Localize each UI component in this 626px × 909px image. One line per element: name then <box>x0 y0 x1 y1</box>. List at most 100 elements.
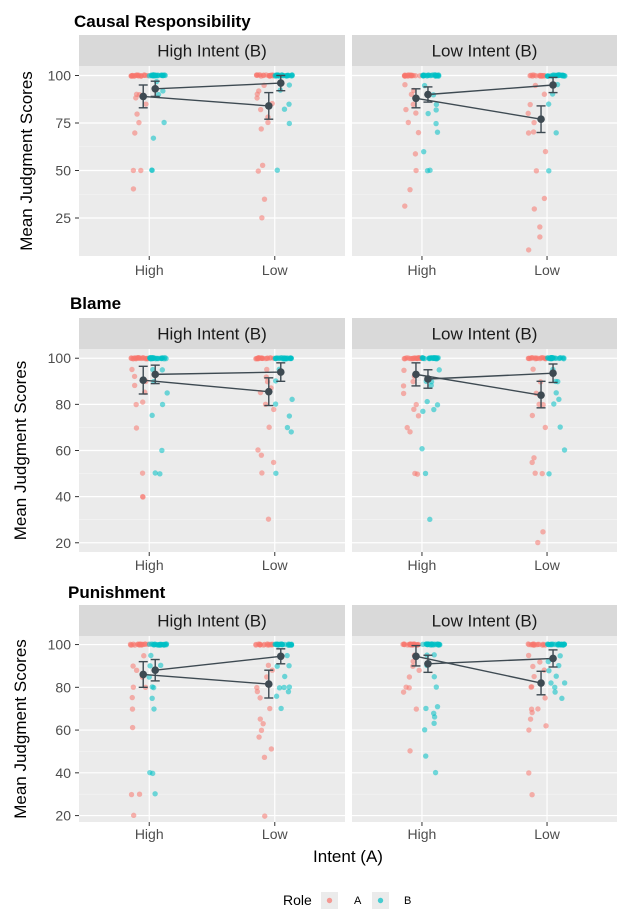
chart-title: Blame <box>70 294 121 313</box>
data-point-a <box>532 82 539 89</box>
data-point-a <box>136 791 143 797</box>
data-point-b <box>282 72 289 79</box>
data-point-b <box>552 641 559 647</box>
data-point-a <box>525 130 532 136</box>
data-point-b <box>159 447 165 454</box>
facet-panel-0: High Intent (B) High Low <box>79 318 345 573</box>
data-point-a <box>413 167 419 174</box>
facet-label: High Intent (B) <box>157 42 267 61</box>
data-point-b <box>420 73 426 79</box>
data-point-a <box>415 355 421 361</box>
data-point-b <box>161 72 168 78</box>
y-axis-title: Mean Judgment Scores <box>11 361 30 541</box>
data-point-b <box>278 705 284 712</box>
data-point-b <box>282 673 288 680</box>
data-point-b <box>286 641 293 648</box>
data-point-b <box>150 135 157 141</box>
data-point-a <box>402 356 408 362</box>
data-point-a <box>537 224 543 230</box>
data-point-b <box>423 753 429 759</box>
data-point-a <box>129 642 135 648</box>
data-point-a <box>132 130 138 136</box>
data-point-b <box>546 668 552 674</box>
data-point-a <box>410 355 416 362</box>
facet-panel-1: Low Intent (B) High Low <box>352 35 617 278</box>
data-point-a <box>527 716 534 722</box>
data-point-b <box>431 406 437 413</box>
data-point-a <box>531 455 537 461</box>
data-point-b <box>428 641 435 647</box>
data-point-b <box>431 714 438 720</box>
x-tick-label: Low <box>262 262 289 278</box>
data-point-a <box>264 378 271 385</box>
data-point-b <box>428 355 435 361</box>
x-tick-label: High <box>408 557 437 573</box>
data-point-a <box>140 399 146 405</box>
data-point-a <box>270 459 277 466</box>
data-point-b <box>433 101 440 108</box>
mean-line-a <box>415 655 542 684</box>
data-point-b <box>556 396 562 403</box>
data-point-a <box>410 378 416 385</box>
data-point-b <box>289 396 295 403</box>
chart-row-1: Blame Mean Judgment Scores 20 40 60 80 100 High… <box>11 294 617 573</box>
data-point-b <box>284 424 291 431</box>
facet-strip <box>79 318 345 349</box>
data-point-b <box>152 72 159 79</box>
data-point-a <box>526 770 532 776</box>
mean-point-b <box>151 370 160 379</box>
y-tick-label: 80 <box>55 396 71 412</box>
data-point-b <box>149 695 155 701</box>
data-point-a <box>254 91 261 97</box>
data-point-a <box>262 355 269 362</box>
chart-title: Punishment <box>68 583 166 602</box>
facet-panel-0: High Intent (B) High Low <box>79 605 345 842</box>
data-point-a <box>529 709 535 716</box>
x-tick-label: High <box>408 262 437 278</box>
mean-point-b <box>424 659 432 668</box>
y-tick-label: 60 <box>55 722 71 738</box>
data-point-a <box>525 652 532 659</box>
mean-line-b <box>427 657 554 665</box>
mean-point-a <box>264 387 273 396</box>
data-point-b <box>552 684 558 691</box>
data-point-a <box>541 667 547 673</box>
data-point-b <box>147 663 153 669</box>
x-tick-label: Low <box>534 557 561 573</box>
data-point-b <box>561 680 568 686</box>
data-point-a <box>261 196 268 202</box>
data-point-a <box>525 247 532 253</box>
data-point-a <box>400 383 407 389</box>
mean-point-a <box>537 391 545 399</box>
y-tick-label: 60 <box>55 443 71 459</box>
data-point-b <box>149 167 155 173</box>
legend-label-b: B <box>404 895 411 907</box>
data-point-a <box>253 355 260 362</box>
x-tick-label: Low <box>534 262 561 278</box>
data-point-a <box>260 720 266 727</box>
data-point-a <box>265 516 272 522</box>
data-point-b <box>423 705 429 712</box>
data-point-a <box>413 110 419 116</box>
data-point-a <box>136 119 142 126</box>
data-point-a <box>532 470 538 476</box>
data-point-a <box>405 119 412 126</box>
data-point-b <box>159 401 166 408</box>
chart-row-0: Causal Responsibility Mean Judgment Score… <box>17 12 617 278</box>
y-axis-title: Mean Judgment Scores <box>17 71 36 251</box>
data-point-b <box>286 684 293 690</box>
data-point-b <box>286 82 293 88</box>
data-point-b <box>545 101 552 107</box>
facet-label: High Intent (B) <box>157 325 267 344</box>
data-point-b <box>552 689 558 695</box>
mean-point-b <box>276 79 285 87</box>
mean-point-b <box>276 368 285 376</box>
data-point-b <box>159 367 166 373</box>
data-point-a <box>531 206 538 212</box>
data-point-a <box>543 723 549 729</box>
data-point-a <box>535 706 541 712</box>
data-point-a <box>416 667 422 674</box>
data-point-b <box>284 652 290 659</box>
data-point-a <box>133 95 139 101</box>
